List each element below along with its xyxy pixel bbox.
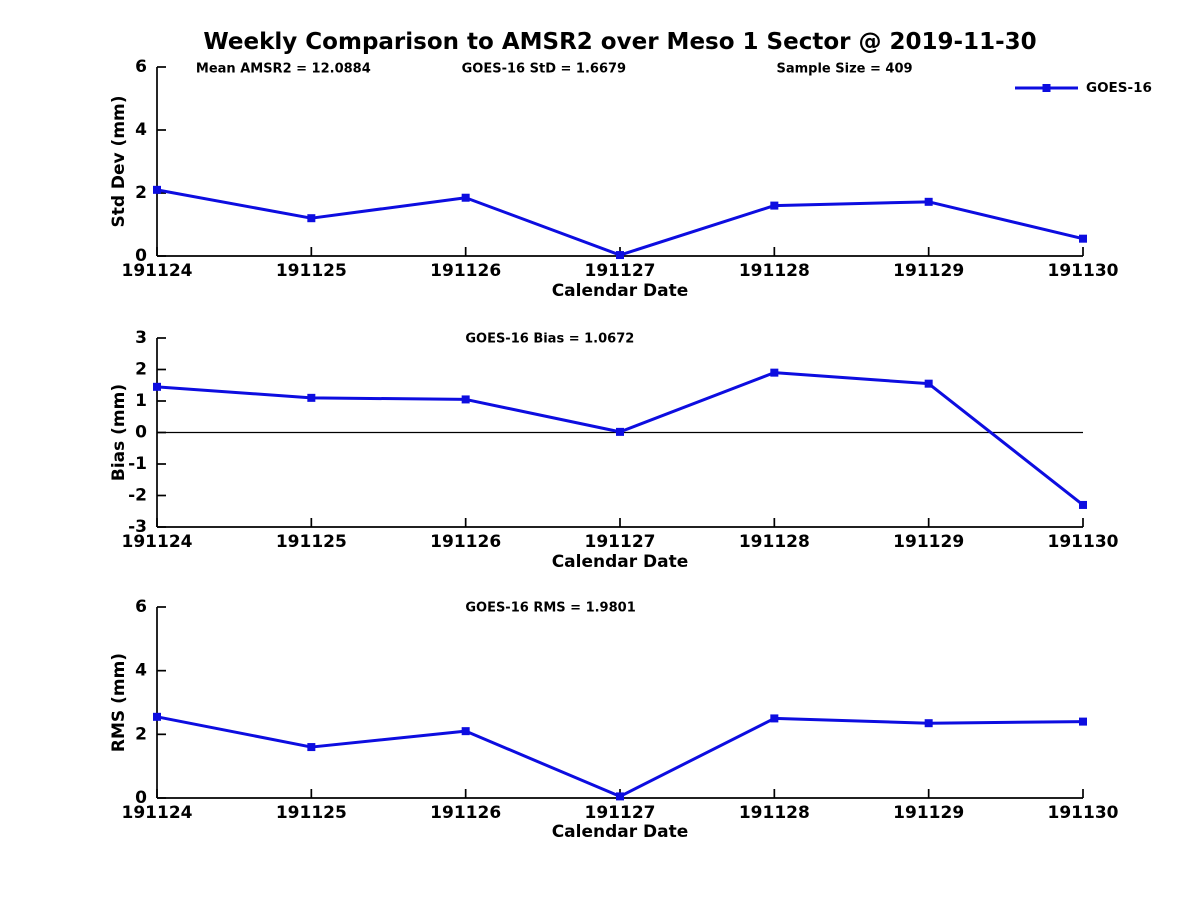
x-tick-label: 191129	[893, 532, 964, 552]
x-tick-label: 191124	[122, 532, 193, 552]
data-point-marker	[1079, 234, 1087, 243]
y-tick-label: 0	[135, 246, 147, 266]
x-tick-label: 191127	[585, 261, 656, 281]
x-axis-label: Calendar Date	[552, 281, 689, 301]
data-point-marker	[153, 382, 161, 391]
y-axis-label: RMS (mm)	[109, 653, 129, 752]
figure-title: Weekly Comparison to AMSR2 over Meso 1 S…	[203, 29, 1036, 55]
annotation-text: Mean AMSR2 = 12.0884	[196, 62, 371, 77]
x-tick-label: 191129	[893, 261, 964, 281]
x-tick-label: 191128	[739, 261, 810, 281]
x-tick-label: 191128	[739, 803, 810, 823]
x-axis-label: Calendar Date	[552, 822, 689, 842]
data-point-marker	[1079, 717, 1087, 726]
x-tick-label: 191126	[430, 532, 501, 552]
annotation-text: Sample Size = 409	[776, 62, 912, 77]
x-tick-label: 191130	[1048, 803, 1119, 823]
data-point-marker	[461, 727, 470, 736]
data-point-marker	[770, 368, 779, 377]
y-tick-label: 4	[135, 120, 147, 140]
x-tick-label: 191128	[739, 532, 810, 552]
y-tick-label: -2	[128, 486, 147, 506]
y-tick-label: 4	[135, 661, 147, 681]
legend-marker	[1042, 84, 1051, 92]
y-tick-label: 2	[135, 724, 147, 744]
data-point-marker	[153, 712, 161, 721]
y-tick-label: 6	[135, 57, 147, 77]
x-tick-label: 191130	[1048, 261, 1119, 281]
data-line-std-dev	[156, 188, 1084, 257]
x-tick-label: 191126	[430, 803, 501, 823]
y-tick-label: 2	[135, 183, 147, 203]
y-tick-label: 3	[135, 328, 147, 348]
x-axis-label: Calendar Date	[552, 552, 689, 572]
subplot-bias: -3 -2 -1 0 1 2 3 191124 191125 191126 191127 191128…	[109, 328, 1119, 572]
data-point-marker	[924, 197, 933, 206]
x-tick-label: 191130	[1048, 532, 1119, 552]
y-tick-label: 2	[135, 360, 147, 380]
data-point-marker	[1079, 500, 1087, 509]
data-point-marker	[616, 792, 624, 801]
x-tick-label: 191125	[276, 803, 347, 823]
subplot-rms: 0 2 4 6 191124 191125 191126 191127 191128 191129…	[109, 597, 1119, 842]
data-point-marker	[770, 714, 779, 723]
y-tick-label: 0	[135, 423, 147, 443]
data-point-marker	[307, 214, 316, 223]
data-point-marker	[307, 393, 316, 402]
x-tick-label: 191127	[585, 532, 656, 552]
legend: GOES-16	[1015, 80, 1152, 96]
x-tick-label: 191127	[585, 803, 656, 823]
data-point-marker	[461, 395, 470, 404]
y-tick-label: 6	[135, 597, 147, 617]
data-line-rms	[156, 715, 1084, 798]
x-tick-label: 191129	[893, 803, 964, 823]
x-tick-label: 191125	[276, 261, 347, 281]
y-axis-label: Std Dev (mm)	[109, 95, 129, 227]
y-axis-label: Bias (mm)	[109, 384, 129, 481]
data-point-marker	[461, 193, 470, 202]
legend-label: GOES-16	[1086, 80, 1152, 96]
x-tick-label: 191124	[122, 803, 193, 823]
x-tick-label: 191126	[430, 261, 501, 281]
data-point-marker	[153, 185, 161, 194]
data-point-marker	[924, 719, 933, 728]
y-tick-label: -3	[128, 517, 147, 537]
annotation-text: GOES-16 StD = 1.6679	[462, 62, 626, 77]
data-line-bias	[156, 371, 1084, 507]
y-tick-label: -1	[128, 454, 147, 474]
data-point-marker	[924, 379, 933, 388]
data-point-marker	[616, 251, 624, 260]
y-tick-label: 1	[135, 391, 147, 411]
data-point-marker	[307, 743, 316, 752]
x-tick-label: 191125	[276, 532, 347, 552]
annotation-text: GOES-16 RMS = 1.9801	[465, 601, 635, 616]
y-tick-label: 0	[135, 788, 147, 808]
data-point-marker	[770, 201, 779, 210]
x-tick-label: 191124	[122, 261, 193, 281]
annotation-text: GOES-16 Bias = 1.0672	[465, 332, 634, 347]
subplot-std-dev: 0 2 4 6 191124 191125 191126 191127 191128 191129…	[109, 57, 1152, 301]
data-point-marker	[616, 427, 624, 436]
